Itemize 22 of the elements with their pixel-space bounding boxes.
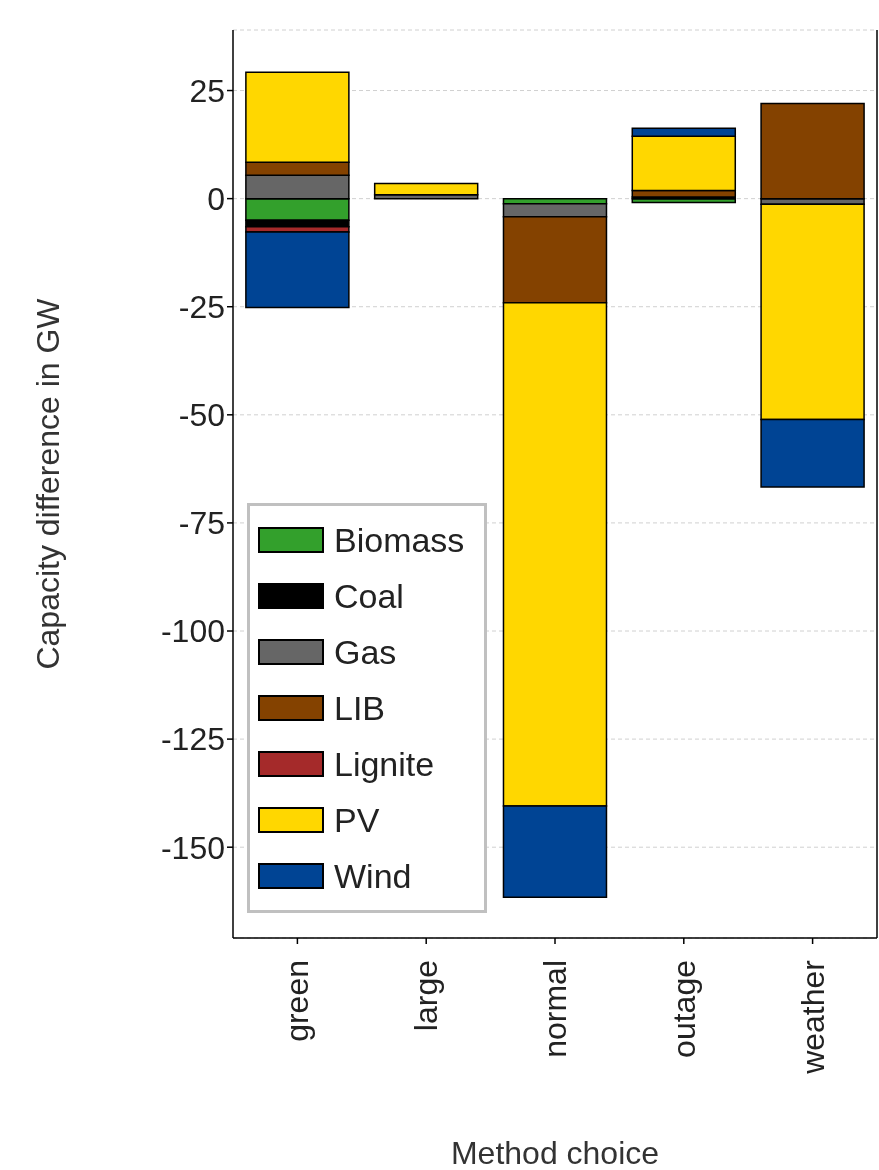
legend-label: Coal bbox=[334, 576, 404, 616]
legend-label: LIB bbox=[334, 688, 386, 728]
x-tick-label: outage bbox=[665, 960, 702, 1058]
legend-label: Biomass bbox=[334, 520, 465, 560]
y-tick-label: -25 bbox=[178, 289, 225, 326]
y-tick-label: -125 bbox=[160, 721, 225, 758]
legend-label: PV bbox=[334, 800, 380, 840]
y-tick-label: 25 bbox=[189, 72, 225, 109]
x-tick-label: green bbox=[279, 960, 316, 1042]
legend-label: Gas bbox=[334, 632, 397, 672]
x-tick-label: large bbox=[408, 960, 445, 1032]
legend-label: Lignite bbox=[334, 744, 435, 784]
y-axis-title: Capacity difference in GW bbox=[30, 297, 67, 670]
legend-label: Wind bbox=[334, 856, 412, 896]
y-tick-label: -75 bbox=[178, 505, 225, 542]
x-tick-label: normal bbox=[537, 960, 573, 1058]
y-tick-label: -50 bbox=[178, 397, 225, 434]
y-tick-label: -100 bbox=[160, 613, 225, 650]
y-tick-label: -150 bbox=[160, 829, 225, 866]
x-axis-title: Method choice bbox=[450, 1135, 660, 1170]
x-tick-label: weather bbox=[794, 959, 831, 1075]
y-tick-label: 0 bbox=[207, 180, 225, 217]
